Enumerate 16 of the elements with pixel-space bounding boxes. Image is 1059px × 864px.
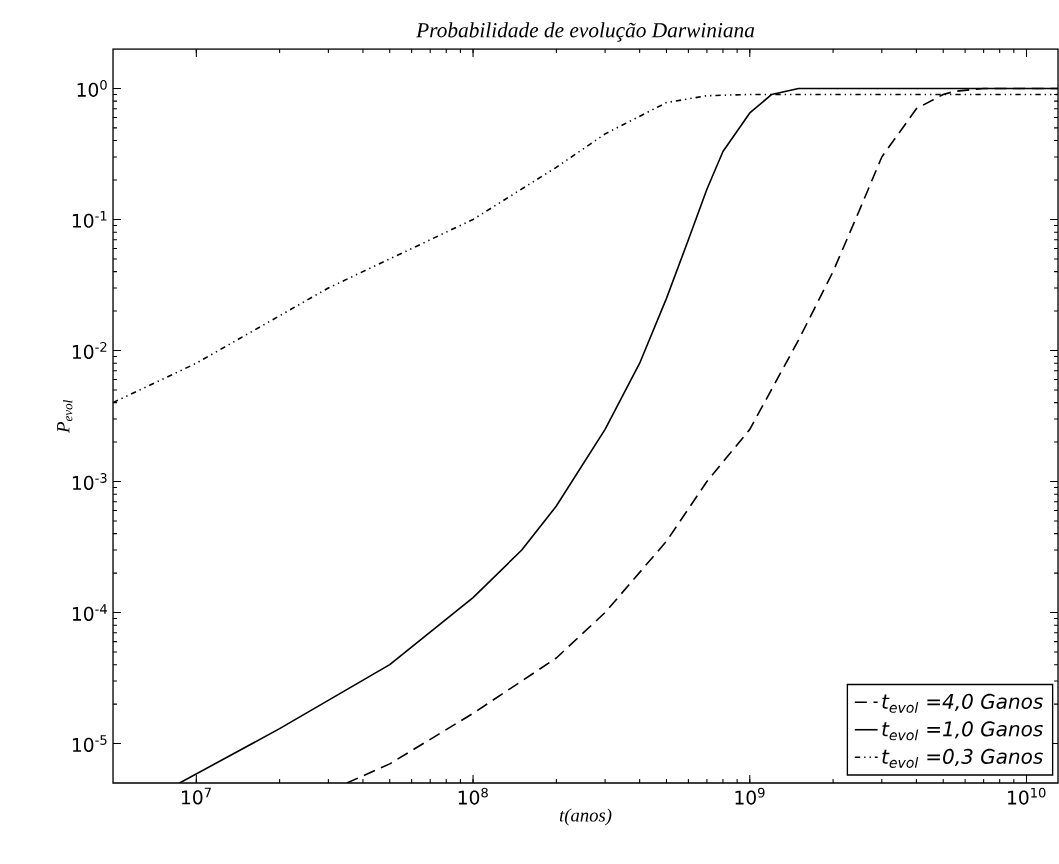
y-tick-label: 10$^{-1}$ xyxy=(72,211,107,228)
y-tick-label: 10$^{-5}$ xyxy=(72,735,107,752)
y-tick-label: 10$^{-2}$ xyxy=(72,342,107,359)
chart-title: Probabilidade de evolução Darwiniana xyxy=(416,22,755,42)
x-tick-label: 10$^{8}$ xyxy=(458,787,488,805)
y-tick-label: 10$^{0}$ xyxy=(77,79,107,97)
x-tick-label: 10$^{9}$ xyxy=(735,787,765,805)
legend-label: t$_{evol}$ =0,3 Ganos xyxy=(882,748,1043,768)
x-tick-label: 10$^{10}$ xyxy=(1008,787,1046,805)
x-axis-title: t(anos) xyxy=(559,808,612,826)
x-tick-label: 10$^{7}$ xyxy=(182,787,211,805)
y-axis-title: P$_{evol}$ xyxy=(57,400,73,434)
y-tick-label: 10$^{-3}$ xyxy=(72,473,107,490)
legend-label: t$_{evol}$ =1,0 Ganos xyxy=(882,721,1043,741)
legend-label: t$_{evol}$ =4,0 Ganos xyxy=(882,693,1043,713)
y-tick-label: 10$^{-4}$ xyxy=(72,604,107,621)
